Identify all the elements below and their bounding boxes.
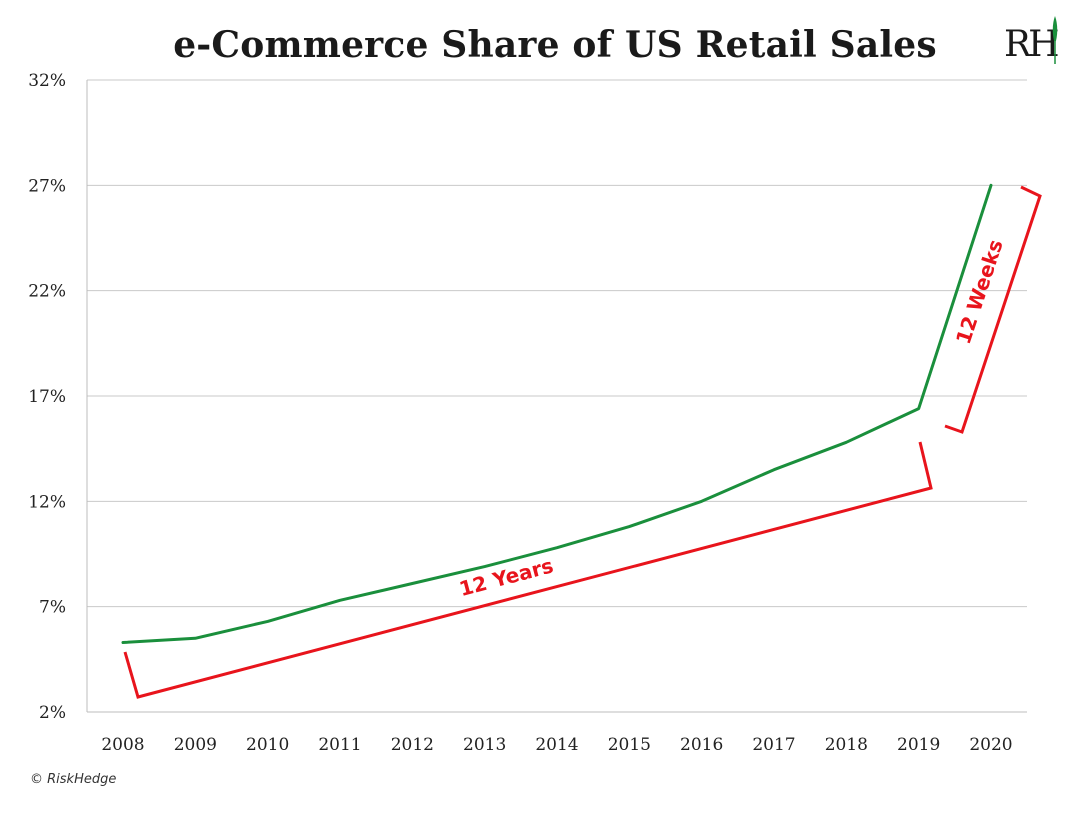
x-tick-label: 2013 <box>463 735 506 755</box>
x-tick-label: 2016 <box>680 735 723 755</box>
logo-leaf-icon <box>1052 16 1058 64</box>
y-tick-label: 17% <box>28 387 66 407</box>
x-tick-label: 2012 <box>391 735 434 755</box>
x-tick-label: 2011 <box>318 735 361 755</box>
x-axis-ticks: 2008 2009 2010 2011 2012 2013 2014 2015 2016 2017… <box>101 735 1012 755</box>
y-tick-label: 27% <box>28 176 66 196</box>
x-tick-label: 2015 <box>608 735 651 755</box>
weeks-bracket <box>944 185 1042 434</box>
x-tick-label: 2017 <box>752 735 795 755</box>
series-layer <box>121 183 993 644</box>
weeks-annotation-label: 12 Weeks <box>951 237 1008 348</box>
x-tick-label: 2019 <box>897 735 940 755</box>
x-tick-label: 2010 <box>246 735 289 755</box>
y-tick-label: 32% <box>28 71 66 91</box>
x-tick-label: 2020 <box>969 735 1012 755</box>
y-tick-label: 22% <box>28 282 66 302</box>
chart-title: e-Commerce Share of US Retail Sales <box>173 24 937 66</box>
y-axis-ticks: 2% 7% 12% 17% 22% 27% 32% <box>28 71 66 723</box>
x-tick-label: 2014 <box>535 735 578 755</box>
riskhedge-logo: RH <box>1004 24 1059 65</box>
x-tick-label: 2018 <box>825 735 868 755</box>
y-tick-label: 2% <box>39 703 66 723</box>
axes <box>86 80 1027 713</box>
y-tick-label: 12% <box>28 492 66 512</box>
years-bracket <box>123 441 933 699</box>
gridlines <box>87 79 1027 608</box>
y-tick-label: 7% <box>39 598 66 618</box>
x-tick-label: 2008 <box>101 735 144 755</box>
copyright-credit: © RiskHedge <box>30 772 117 787</box>
series-line <box>121 183 993 644</box>
x-tick-label: 2009 <box>174 735 217 755</box>
